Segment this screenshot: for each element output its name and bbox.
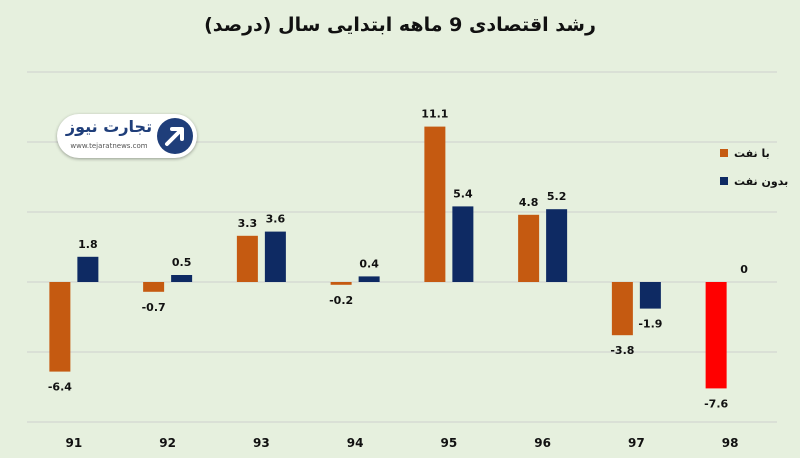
legend-swatch-with-oil <box>720 149 728 157</box>
data-label-without-oil-94: 0.4 <box>359 257 379 270</box>
data-labels: -6.4 1.8 -0.7 0.5 3.3 3.6 -0.2 0.4 11.1 5.4 4.8 5.2… <box>48 108 748 411</box>
bar-without-oil-93 <box>264 231 286 282</box>
data-label-with-oil-92: -0.7 <box>142 301 166 314</box>
bar-without-oil-91 <box>77 256 99 282</box>
bar-without-oil-97 <box>639 282 661 309</box>
data-label-with-oil-93: 3.3 <box>238 217 258 230</box>
x-tick-labels: 91 92 93 94 95 96 97 98 <box>66 436 739 450</box>
x-tick-label-95: 95 <box>441 436 458 450</box>
data-label-without-oil-92: 0.5 <box>172 256 192 269</box>
x-tick-label-93: 93 <box>253 436 270 450</box>
data-label-without-oil-93: 3.6 <box>266 213 286 226</box>
bar-without-oil-95 <box>452 206 474 282</box>
logo-url: www.tejaratnews.com <box>70 142 148 150</box>
bar-with-oil-91 <box>49 282 71 372</box>
bar-with-oil-96 <box>518 214 540 282</box>
data-label-with-oil-98: -7.6 <box>704 397 728 410</box>
x-tick-label-98: 98 <box>722 436 739 450</box>
logo-name: تجارت نیوز <box>65 117 153 136</box>
bar-without-oil-96 <box>546 209 568 282</box>
bar-with-oil-98 <box>705 282 727 389</box>
tejaratnews-logo: تجارت نیوز www.tejaratnews.com <box>57 114 197 158</box>
x-tick-label-97: 97 <box>628 436 645 450</box>
bar-with-oil-94 <box>330 282 352 285</box>
data-label-without-oil-96: 5.2 <box>547 190 567 203</box>
bar-with-oil-92 <box>143 282 165 292</box>
bars <box>49 126 727 389</box>
arrow-up-right-icon <box>157 118 193 154</box>
legend-item-with-oil: با نفت <box>720 146 788 160</box>
legend-item-without-oil: بدون نفت <box>720 174 788 188</box>
x-tick-label-92: 92 <box>159 436 176 450</box>
data-label-with-oil-94: -0.2 <box>329 294 353 307</box>
data-label-with-oil-95: 11.1 <box>421 108 448 121</box>
chart-title: رشد اقتصادی 9 ماهه ابتدایی سال (درصد) <box>204 14 596 36</box>
legend-swatch-without-oil <box>720 177 728 185</box>
legend: با نفت بدون نفت <box>720 146 788 202</box>
legend-label-with-oil: با نفت <box>734 146 770 160</box>
data-label-without-oil-91: 1.8 <box>78 238 98 251</box>
bar-with-oil-97 <box>611 282 633 336</box>
x-tick-label-94: 94 <box>347 436 364 450</box>
bar-with-oil-95 <box>424 126 446 282</box>
data-label-without-oil-95: 5.4 <box>453 187 473 200</box>
bar-without-oil-92 <box>171 275 193 282</box>
data-label-without-oil-97: -1.9 <box>638 318 662 331</box>
data-label-with-oil-91: -6.4 <box>48 381 72 394</box>
bar-without-oil-94 <box>358 276 380 282</box>
data-label-without-oil-98: 0 <box>740 263 748 276</box>
bar-with-oil-93 <box>236 235 258 282</box>
x-tick-label-96: 96 <box>534 436 551 450</box>
legend-label-without-oil: بدون نفت <box>734 174 789 188</box>
x-tick-label-91: 91 <box>66 436 83 450</box>
data-label-with-oil-96: 4.8 <box>519 196 539 209</box>
data-label-with-oil-97: -3.8 <box>610 344 634 357</box>
